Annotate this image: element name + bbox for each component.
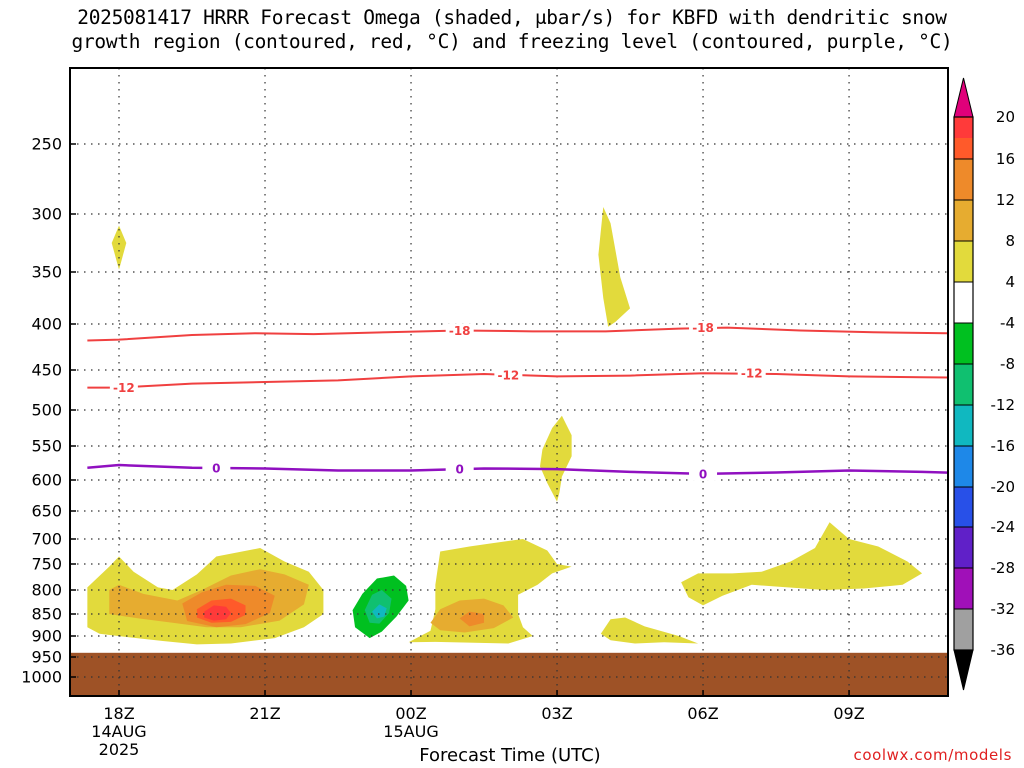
colorbar-label: 20: [996, 108, 1015, 126]
omega-region-4-cell-d: [681, 522, 923, 606]
contour-label-bg: [445, 323, 474, 338]
plot-area: -18 -18 -12 -12 -12 0 0 0: [69, 67, 949, 697]
y-tick-label: 250: [31, 135, 62, 154]
y-tick-label: 350: [31, 263, 62, 282]
temperature-contours: -18 -18 -12 -12 -12 0 0 0: [87, 320, 948, 481]
source-credit: coolwx.com/models: [853, 746, 1012, 764]
y-tick-label: 900: [31, 627, 62, 646]
colorbar-top-arrow: [953, 77, 974, 118]
contour-line-neg18: [87, 326, 948, 342]
y-tick-label: 850: [31, 605, 62, 624]
y-tick-label: 650: [31, 502, 62, 521]
contour-label-bg: [737, 366, 766, 381]
contour-label-bg: [202, 460, 231, 475]
contour-label-freezing: 0: [212, 461, 220, 475]
y-axis: 250 300 350 400 450 500 550 600 650 700 750 800 850 9…: [21, 135, 76, 687]
omega-region-4-cell-g: [111, 225, 127, 270]
colorbar-segment: [954, 364, 973, 405]
title-line-1: 2025081417 HRRR Forecast Omega (shaded, …: [77, 6, 947, 29]
y-tick-label: 950: [31, 648, 62, 667]
y-tick-label: 450: [31, 361, 62, 380]
colorbar-label: -4: [1000, 314, 1015, 332]
colorbar-label: 4: [1005, 273, 1015, 291]
colorbar-segment: [954, 568, 973, 609]
colorbar-label: 12: [996, 191, 1015, 209]
contour-label-neg18: -18: [692, 321, 714, 335]
contour-label-freezing: 0: [699, 467, 707, 481]
colorbar-label: -8: [1000, 355, 1015, 373]
y-tick-label: 750: [31, 555, 62, 574]
omega-region-12-cell-b: [459, 611, 485, 627]
colorbar-segment: [954, 323, 973, 364]
colorbar-segment: [954, 200, 973, 241]
contour-label-bg: [494, 367, 523, 382]
colorbar-segment: [954, 405, 973, 446]
chart-title: 2025081417 HRRR Forecast Omega (shaded, …: [0, 6, 1024, 54]
contour-label-neg12: -12: [741, 367, 763, 381]
contour-line-neg12: [87, 372, 948, 389]
colorbar-label: -20: [991, 478, 1016, 496]
colorbar-segment: [954, 609, 973, 650]
contour-label-freezing: 0: [456, 463, 464, 477]
y-tick-label: 300: [31, 205, 62, 224]
contour-label-bg: [689, 320, 718, 335]
colorbar-label: 16: [996, 150, 1015, 168]
x-tick-sublabel: 14AUG: [91, 722, 146, 741]
y-tick-label: 700: [31, 530, 62, 549]
y-tick-label: 500: [31, 401, 62, 420]
x-tick-label: 03Z: [541, 704, 572, 723]
x-tick-label: 18Z: [103, 704, 134, 723]
contour-label-bg: [109, 380, 138, 395]
omega-region-4-cell-c: [600, 617, 699, 644]
colorbar-segment: [954, 241, 973, 282]
contour-label-bg: [689, 466, 718, 481]
colorbar-segment: [954, 282, 973, 323]
colorbar-segment: [954, 117, 973, 138]
colorbar-segment: [954, 159, 973, 200]
x-tick-label: 00Z: [395, 704, 426, 723]
contour-label-neg18: -18: [449, 324, 471, 338]
colorbar-label: -16: [991, 437, 1016, 455]
plot-frame: [69, 67, 949, 697]
x-tick-label: 09Z: [833, 704, 864, 723]
colorbar-segment: [954, 527, 973, 568]
contour-label-neg12: -12: [498, 368, 520, 382]
y-tick-label: 1000: [21, 668, 62, 687]
colorbar-label: 8: [1005, 232, 1015, 250]
colorbar-bottom-arrow: [953, 649, 974, 691]
colorbar-label: -36: [991, 641, 1016, 659]
colorbar-label: -24: [991, 518, 1016, 536]
omega-region-neg16-cell: [372, 604, 387, 619]
x-tick-sublabel: 2025: [99, 740, 140, 759]
x-tick-label: 21Z: [249, 704, 280, 723]
colorbar-label: -28: [991, 559, 1016, 577]
ground-surface: [70, 652, 948, 696]
x-tick-label: 06Z: [687, 704, 718, 723]
colorbar-label: -12: [991, 396, 1016, 414]
y-tick-label: 800: [31, 581, 62, 600]
y-tick-label: 400: [31, 315, 62, 334]
omega-region-4-cell-e: [539, 415, 572, 502]
colorbar-label: -32: [991, 600, 1016, 618]
colorbar-segment: [954, 138, 973, 159]
contour-label-bg: [445, 462, 474, 477]
x-tick-sublabel: 15AUG: [383, 722, 438, 741]
omega-shading: [70, 207, 948, 696]
contour-label-neg12: -12: [113, 381, 135, 395]
y-tick-label: 550: [31, 437, 62, 456]
colorbar: 20 16 12 8 4 -4 -8 -12 -16 -20 -24 -28 -32 -36: [953, 77, 1016, 691]
omega-region-20-cell-a: [204, 605, 231, 621]
colorbar-segment: [954, 487, 973, 527]
x-axis-label: Forecast Time (UTC): [419, 745, 601, 766]
y-tick-label: 600: [31, 471, 62, 490]
title-line-2: growth region (contoured, red, °C) and f…: [71, 30, 953, 53]
omega-region-4-cell-f: [598, 207, 631, 327]
colorbar-segment: [954, 446, 973, 487]
